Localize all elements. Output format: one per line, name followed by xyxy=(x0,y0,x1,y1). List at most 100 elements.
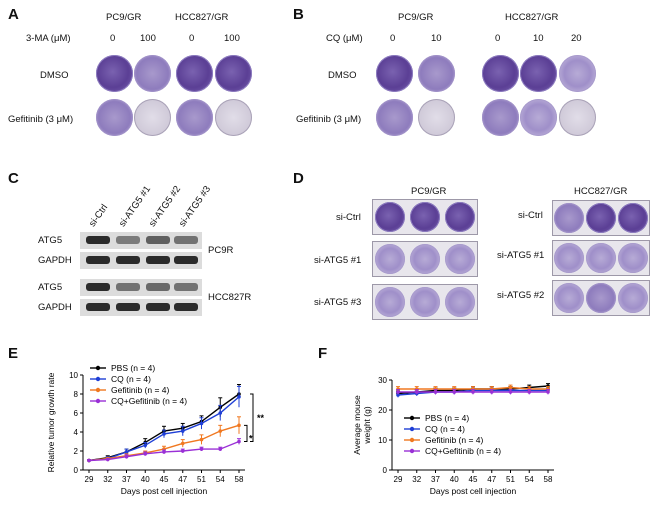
blot-band xyxy=(146,236,170,244)
colony-well xyxy=(618,203,648,233)
data-point xyxy=(237,395,241,399)
legend-label: CQ (n = 4) xyxy=(111,374,151,384)
x-tick-label: 47 xyxy=(178,475,187,484)
x-tick-label: 32 xyxy=(412,475,421,484)
x-tick-label: 47 xyxy=(487,475,496,484)
well-plate-strip xyxy=(552,240,650,276)
blot-row-label: GAPDH xyxy=(38,302,72,313)
x-tick-label: 37 xyxy=(122,475,131,484)
panel-letter-a: A xyxy=(8,6,19,23)
blot-band xyxy=(86,303,110,311)
panel-b-row-dmso: DMSO xyxy=(328,70,357,81)
colony-well xyxy=(410,202,440,232)
significance-label: * xyxy=(249,433,253,443)
y-tick-label: 30 xyxy=(378,376,387,385)
data-point xyxy=(433,390,438,394)
y-tick-label: 20 xyxy=(378,406,387,415)
x-tick-label: 29 xyxy=(394,475,403,484)
blot-band xyxy=(146,283,170,291)
panel-a-treatment-label: 3-MA (μM) xyxy=(26,33,71,44)
panel-d-cell-hcc827: HCC827/GR xyxy=(574,186,628,197)
x-tick-label: 29 xyxy=(85,475,94,484)
y-tick-label: 8 xyxy=(74,390,79,399)
data-point xyxy=(414,390,419,394)
panel-a-dose: 100 xyxy=(140,33,156,44)
legend-label: Gefitinib (n = 4) xyxy=(111,385,170,395)
panel-b-cell-pc9: PC9/GR xyxy=(398,12,434,23)
colony-well xyxy=(410,287,440,317)
x-tick-label: 45 xyxy=(469,475,478,484)
data-point xyxy=(180,429,185,433)
significance-bracket xyxy=(250,393,254,442)
x-tick-label: 32 xyxy=(103,475,112,484)
chart-f: 0 10 20 30 29 32 37 40 45 47 51 54 58 Days post cell … xyxy=(352,376,554,496)
data-point xyxy=(237,423,241,428)
data-point xyxy=(471,390,475,394)
data-point xyxy=(489,390,494,394)
data-point xyxy=(452,390,457,394)
data-point xyxy=(396,393,400,397)
legend-label: Gefitinib (n = 4) xyxy=(425,435,484,445)
colony-well xyxy=(586,203,616,233)
legend-label: CQ+Gefitinib (n = 4) xyxy=(111,396,187,406)
well-plate-strip xyxy=(372,199,478,235)
data-point xyxy=(396,390,400,394)
colony-well xyxy=(554,283,584,313)
blot-band xyxy=(174,256,198,264)
blot-band xyxy=(86,236,110,244)
data-point xyxy=(162,432,166,436)
blot-band xyxy=(116,303,140,311)
colony-well xyxy=(618,283,648,313)
blot-strip xyxy=(80,252,202,269)
data-point xyxy=(218,429,223,433)
colony-dish xyxy=(96,99,133,136)
well-plate-strip xyxy=(372,284,478,320)
data-point xyxy=(105,457,110,462)
colony-well xyxy=(586,283,616,313)
x-tick-label: 58 xyxy=(544,475,553,484)
panel-b-dose: 10 xyxy=(533,33,544,44)
blot-band xyxy=(146,256,170,264)
colony-dish xyxy=(376,99,413,136)
blot-band xyxy=(116,283,140,291)
blot-band xyxy=(174,303,198,311)
panel-b-cell-hcc827: HCC827/GR xyxy=(505,12,559,23)
x-axis-label: Days post cell injection xyxy=(430,486,517,496)
y-tick-label: 2 xyxy=(74,447,79,456)
colony-dish xyxy=(418,55,455,92)
blot-cell-pc9r: PC9R xyxy=(208,245,234,256)
colony-well xyxy=(375,244,405,274)
data-point xyxy=(199,437,204,442)
legend-label: PBS (n = 4) xyxy=(111,363,155,373)
x-tick-label: 54 xyxy=(216,475,225,484)
blot-band xyxy=(116,256,140,264)
panel-b-dose: 10 xyxy=(431,33,442,44)
data-point xyxy=(218,411,223,415)
panel-a-row-gefitinib: Gefitinib (3 μM) xyxy=(8,114,74,125)
legend-label: CQ (n = 4) xyxy=(425,424,465,434)
colony-dish xyxy=(176,99,213,136)
legend-label: CQ+Gefitinib (n = 4) xyxy=(425,446,501,456)
colony-well xyxy=(375,287,405,317)
colony-dish xyxy=(176,55,213,92)
data-point xyxy=(527,390,532,394)
colony-dish xyxy=(520,99,557,136)
colony-dish xyxy=(559,55,596,92)
panel-letter-f: F xyxy=(318,345,328,362)
colony-dish xyxy=(215,55,252,92)
panel-b-dose: 0 xyxy=(495,33,501,44)
colony-well xyxy=(445,244,475,274)
data-point xyxy=(508,385,513,390)
data-point xyxy=(180,441,185,446)
data-point xyxy=(124,454,129,459)
panel-d-row-label: si-ATG5 #3 xyxy=(314,297,362,308)
colony-well xyxy=(375,202,405,232)
data-point xyxy=(237,439,241,444)
legend-label: PBS (n = 4) xyxy=(425,413,469,423)
x-tick-label: 51 xyxy=(506,475,515,484)
colony-dish xyxy=(134,99,171,136)
panel-b-dose: 0 xyxy=(390,33,396,44)
blot-band xyxy=(86,283,110,291)
panel-d-row-label: si-ATG5 #1 xyxy=(497,250,545,261)
colony-well xyxy=(554,203,584,233)
